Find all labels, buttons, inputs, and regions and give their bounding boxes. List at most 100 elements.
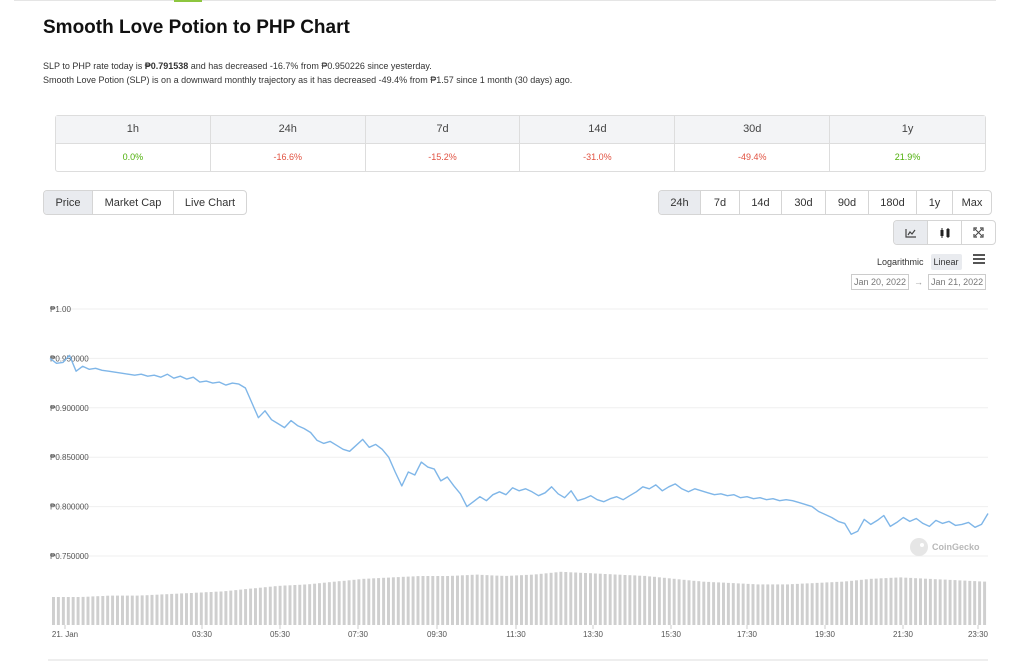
volume-bar	[662, 577, 666, 625]
period-header: 7d	[365, 116, 521, 144]
volume-bar	[653, 576, 656, 625]
volume-bar	[303, 584, 307, 625]
volume-bar	[682, 579, 686, 625]
volume-bars	[52, 571, 987, 625]
volume-bar	[436, 576, 440, 625]
tab-live-chart[interactable]: Live Chart	[184, 196, 236, 209]
volume-bar	[786, 584, 789, 625]
date-to[interactable]: Jan 21, 2022	[928, 274, 987, 290]
range-max[interactable]: Max	[961, 196, 983, 209]
volume-bar	[938, 579, 942, 625]
volume-bar	[761, 584, 765, 625]
volume-bar	[835, 581, 839, 625]
volume-bar	[510, 575, 514, 625]
volume-bar	[919, 578, 922, 625]
range-180d[interactable]: 180d	[869, 191, 917, 214]
date-range: Jan 20, 2022 → Jan 21, 2022	[851, 274, 987, 290]
volume-bar	[140, 595, 144, 625]
range-14d[interactable]: 14d	[740, 191, 782, 214]
volume-bar	[707, 581, 711, 625]
volume-bar	[372, 578, 376, 625]
volume-bar	[830, 582, 834, 625]
volume-bar	[367, 578, 371, 625]
volume-bar	[884, 578, 888, 625]
y-axis-labels: ₱1.00 ₱0.950000 ₱0.900000 ₱0.850000 ₱0.80000…	[50, 305, 89, 561]
period-header: 1h	[56, 116, 211, 144]
volume-bar	[722, 582, 725, 625]
volume-bar	[593, 573, 597, 625]
scale-linear[interactable]: Linear	[930, 254, 962, 270]
x-axis-labels: 21. Jan 03:30 05:30 07:30 09:30 11:30 13:30 15:…	[52, 625, 989, 639]
volume-bar	[958, 580, 962, 625]
y-tick-label: ₱0.850000	[50, 453, 89, 462]
y-tick-label: ₱0.750000	[50, 552, 89, 561]
range-7d[interactable]: 7d	[701, 191, 740, 214]
volume-bar	[845, 581, 849, 625]
volume-bar	[150, 594, 154, 625]
period-change: -15.2%	[366, 144, 521, 171]
volume-bar	[973, 581, 977, 625]
tab-price[interactable]: Price	[44, 191, 93, 214]
period-change: -49.4%	[675, 144, 831, 171]
volume-bar	[677, 579, 681, 625]
volume-bar	[283, 585, 287, 625]
range-24h[interactable]: 24h	[659, 191, 701, 214]
volume-bar	[613, 574, 617, 625]
volume-bar	[598, 573, 602, 625]
hamburger-menu-icon[interactable]	[973, 254, 985, 266]
volume-bar	[790, 584, 794, 625]
range-1y[interactable]: 1y	[917, 191, 953, 214]
volume-bar	[904, 577, 908, 625]
range-90d[interactable]: 90d	[826, 191, 869, 214]
y-tick-label: ₱0.800000	[50, 503, 89, 512]
x-tick-label: 23:30	[968, 630, 989, 639]
volume-bar	[667, 578, 671, 625]
volume-bar	[160, 594, 164, 625]
volume-bar	[224, 591, 228, 625]
current-rate: ₱0.791538	[144, 61, 189, 71]
volume-bar	[234, 590, 238, 625]
watermark-text: CoinGecko	[932, 542, 980, 552]
volume-bar	[687, 580, 691, 625]
performance-table: 1h 24h 7d 14d 30d 1y 0.0% -16.6% -15.2% …	[55, 115, 986, 172]
line-chart-icon[interactable]	[894, 221, 928, 244]
volume-bar	[702, 581, 706, 625]
volume-bar	[52, 597, 55, 625]
volume-bar	[135, 595, 139, 625]
volume-bar	[983, 581, 987, 625]
volume-bar	[387, 577, 390, 625]
volume-bar	[859, 579, 863, 625]
volume-bar	[401, 576, 405, 625]
scale-toggle: Logarithmic Linear	[877, 254, 962, 270]
volume-bar	[446, 576, 450, 625]
price-chart[interactable]: ₱1.00 ₱0.950000 ₱0.900000 ₱0.850000 ₱0.80000…	[0, 295, 1026, 665]
volume-bar	[456, 575, 459, 625]
volume-bar	[584, 573, 587, 625]
expand-icon[interactable]	[962, 221, 995, 244]
y-tick-label: ₱0.900000	[50, 404, 89, 413]
tab-market-cap[interactable]: Market Cap	[93, 191, 174, 214]
volume-bar	[170, 593, 174, 625]
x-tick-label: 07:30	[348, 630, 369, 639]
volume-bar	[756, 584, 760, 625]
volume-bar	[850, 580, 854, 625]
volume-bar	[377, 578, 381, 625]
volume-bar	[465, 575, 469, 625]
volume-bar	[273, 586, 277, 625]
volume-bar	[66, 597, 70, 625]
volume-bar	[441, 576, 445, 625]
volume-bar	[746, 583, 750, 625]
volume-bar	[485, 575, 489, 625]
volume-bar	[505, 575, 509, 625]
volume-bar	[185, 593, 188, 625]
scale-logarithmic[interactable]: Logarithmic	[877, 257, 924, 267]
volume-bar	[978, 581, 982, 625]
volume-bar	[155, 594, 159, 625]
volume-bar	[899, 577, 903, 625]
candlestick-icon[interactable]	[928, 221, 962, 244]
date-from[interactable]: Jan 20, 2022	[851, 274, 910, 290]
volume-bar	[145, 595, 149, 625]
range-30d[interactable]: 30d	[782, 191, 826, 214]
volume-bar	[391, 577, 395, 625]
volume-bar	[766, 584, 770, 625]
